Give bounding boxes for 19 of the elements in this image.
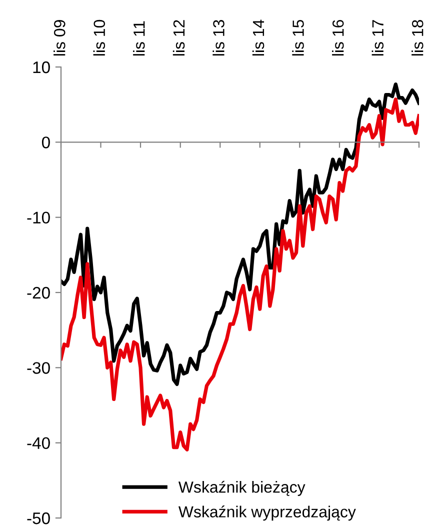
y-tick-label: -40 <box>27 437 50 450</box>
x-tick-label: lis 10 <box>93 20 106 56</box>
x-tick-label: lis 13 <box>212 20 224 56</box>
y-tick-label: 0 <box>42 136 50 148</box>
x-tick-label: lis 14 <box>252 20 264 56</box>
x-tick-label: lis 16 <box>332 20 344 56</box>
x-tick-label: lis 09 <box>54 20 66 56</box>
y-tick-label: -50 <box>27 512 50 524</box>
y-tick-label: -10 <box>27 212 50 224</box>
x-tick-label: lis 15 <box>292 20 304 56</box>
y-tick-label: -30 <box>27 362 50 374</box>
legend-label: Wskaźnik bieżący <box>178 480 306 496</box>
x-tick-label: lis 18 <box>412 20 424 56</box>
x-tick-label: lis 11 <box>133 21 145 56</box>
legend-label: Wskaźnik wyprzedzający <box>178 506 356 521</box>
y-tick-label: 10 <box>33 61 50 74</box>
y-tick-label: -20 <box>27 286 50 299</box>
x-tick-label: lis 12 <box>172 20 185 56</box>
x-tick-label: lis 17 <box>372 20 384 56</box>
